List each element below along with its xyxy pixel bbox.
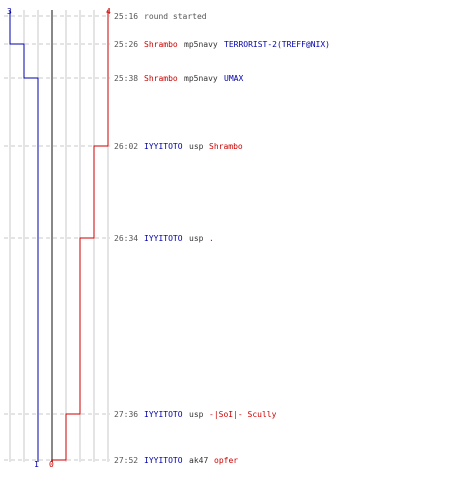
blue-team-step-line xyxy=(9,10,39,462)
top-count-red: 4 xyxy=(106,7,111,16)
event-neutral-text: usp xyxy=(189,234,204,243)
event-blue-text: UMAX xyxy=(224,74,243,83)
event-blue-text: IYYITOTO xyxy=(144,410,183,419)
event-blue-text: IYYITOTO xyxy=(144,456,183,465)
event-neutral-text: usp xyxy=(189,410,204,419)
event-time: 26:02 xyxy=(114,142,138,151)
red-team-step-line xyxy=(51,10,109,462)
event-neutral-text: usp xyxy=(189,142,204,151)
event-time: 26:34 xyxy=(114,234,138,243)
bottom-count-blue: 1 xyxy=(34,460,39,469)
event-time: 27:52 xyxy=(114,456,138,465)
event-red-text: Shrambo xyxy=(209,142,243,151)
event-blue-text: IYYITOTO xyxy=(144,142,183,151)
event-red-text: Shrambo xyxy=(144,40,178,49)
event-neutral-text: ak47 xyxy=(189,456,208,465)
event-red-text: opfer xyxy=(214,456,238,465)
top-count-blue: 3 xyxy=(7,7,12,16)
event-time: 25:38 xyxy=(114,74,138,83)
event-neutral-text: mp5navy xyxy=(184,40,218,49)
event-time: 25:26 xyxy=(114,40,138,49)
event-blue-text: TERRORIST-2(TREFF@NIX) xyxy=(224,40,330,49)
event-time: 25:16 xyxy=(114,12,138,21)
event-note: round started xyxy=(144,12,207,21)
event-time: 27:36 xyxy=(114,410,138,419)
event-blue-text: IYYITOTO xyxy=(144,234,183,243)
event-red-text: Shrambo xyxy=(144,74,178,83)
event-red-text: . xyxy=(209,234,214,243)
bottom-count-red: 0 xyxy=(49,460,54,469)
event-neutral-text: mp5navy xyxy=(184,74,218,83)
event-red-text: -|SoI|- Scully xyxy=(209,410,277,419)
